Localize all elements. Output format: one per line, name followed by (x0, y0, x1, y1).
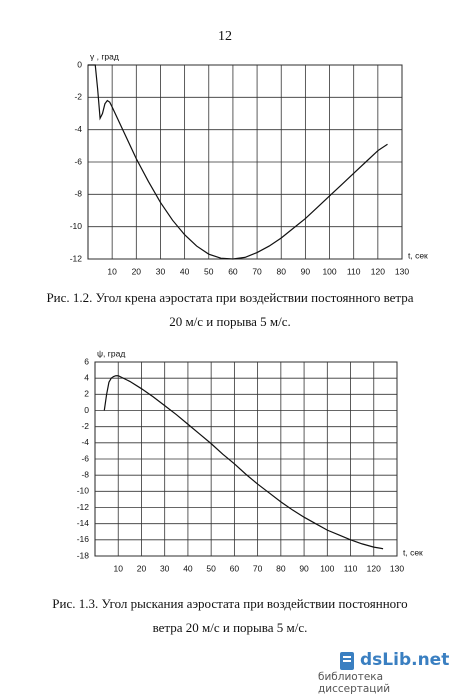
y-tick-label: -10 (77, 486, 90, 496)
y-tick-label: -6 (81, 453, 89, 463)
x-tick-label: 70 (252, 266, 262, 276)
watermark-logo: dsLib.net (360, 650, 450, 670)
y-tick-label: -6 (74, 156, 82, 166)
x-tick-label: 130 (395, 266, 409, 276)
x-axis-label: t, сек (403, 547, 423, 557)
y-axis-label: ψ, град (97, 348, 125, 358)
x-tick-label: 100 (320, 563, 334, 573)
y-tick-label: 4 (84, 372, 89, 382)
y-tick-label: 2 (84, 389, 89, 399)
x-tick-label: 60 (230, 563, 240, 573)
figure-caption: Рис. 1.2. Угол крена аэростата при возде… (46, 290, 414, 329)
figure-caption: Рис. 1.3. Угол рыскания аэростата при во… (52, 596, 408, 635)
x-tick-label: 80 (276, 266, 286, 276)
x-tick-label: 120 (367, 563, 381, 573)
x-tick-label: 30 (160, 563, 170, 573)
data-line (103, 375, 384, 550)
y-tick-label: -8 (81, 469, 89, 479)
x-tick-label: 60 (228, 266, 238, 276)
x-tick-label: 80 (276, 563, 286, 573)
x-tick-label: 50 (204, 266, 214, 276)
x-tick-label: 50 (206, 563, 216, 573)
y-tick-label: -2 (74, 92, 82, 102)
x-tick-label: 40 (180, 266, 190, 276)
y-tick-label: 0 (84, 405, 89, 415)
x-tick-label: 90 (299, 563, 309, 573)
y-tick-label: -12 (77, 502, 90, 512)
x-tick-label: 30 (156, 266, 166, 276)
y-tick-label: -18 (77, 550, 90, 560)
x-tick-label: 110 (344, 563, 358, 573)
x-tick-label: 10 (107, 266, 117, 276)
x-tick-label: 120 (371, 266, 385, 276)
y-tick-label: 6 (84, 356, 89, 366)
x-tick-label: 10 (113, 563, 123, 573)
y-axis-label: γ , град (90, 51, 119, 61)
x-tick-label: 100 (322, 266, 336, 276)
logo-icon (340, 652, 354, 670)
y-tick-label: -2 (81, 421, 89, 431)
watermark-subtitle: библиотека диссертаций (318, 671, 391, 695)
x-tick-label: 90 (301, 266, 311, 276)
x-tick-label: 110 (347, 266, 361, 276)
x-tick-label: 20 (132, 266, 142, 276)
data-line (88, 64, 388, 260)
y-tick-label: -4 (81, 437, 89, 447)
y-tick-label: 0 (77, 59, 82, 69)
page-number: 12 (218, 29, 232, 44)
x-tick-label: 130 (390, 563, 404, 573)
y-tick-label: -8 (74, 189, 82, 199)
y-tick-label: -12 (70, 253, 83, 263)
x-axis-label: t, сек (408, 250, 428, 260)
x-tick-label: 20 (137, 563, 147, 573)
x-tick-label: 70 (253, 563, 263, 573)
y-tick-label: -10 (70, 221, 83, 231)
y-tick-label: -14 (77, 518, 90, 528)
y-tick-label: -4 (74, 124, 82, 134)
x-tick-label: 40 (183, 563, 193, 573)
y-tick-label: -16 (77, 534, 90, 544)
